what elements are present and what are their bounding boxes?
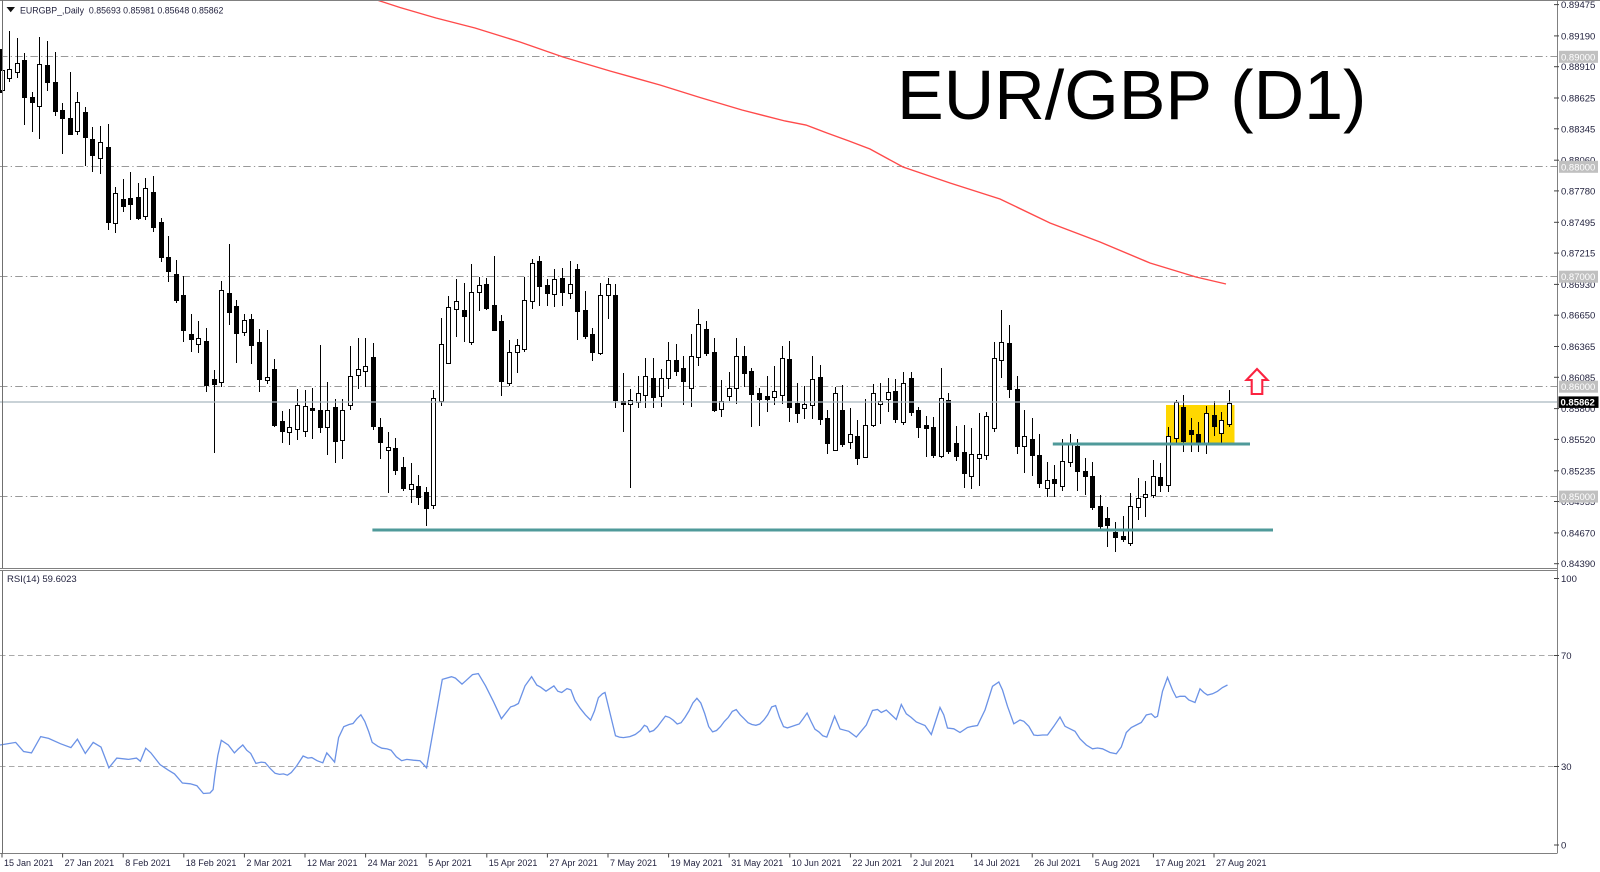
svg-text:17 Aug 2021: 17 Aug 2021 — [1155, 858, 1206, 868]
svg-text:100: 100 — [1561, 574, 1577, 585]
svg-text:0.88625: 0.88625 — [1561, 94, 1595, 105]
svg-text:0.84670: 0.84670 — [1561, 528, 1595, 539]
svg-text:22 Jun 2021: 22 Jun 2021 — [852, 858, 902, 868]
svg-text:31 May 2021: 31 May 2021 — [731, 858, 783, 868]
svg-text:10 Jun 2021: 10 Jun 2021 — [792, 858, 842, 868]
svg-text:0.86365: 0.86365 — [1561, 342, 1595, 353]
svg-text:5 Apr 2021: 5 Apr 2021 — [428, 858, 472, 868]
svg-text:0.88000: 0.88000 — [1561, 162, 1595, 173]
svg-text:0.85862: 0.85862 — [1561, 398, 1595, 409]
svg-text:EUR/GBP (D1): EUR/GBP (D1) — [897, 56, 1366, 134]
svg-text:0.85235: 0.85235 — [1561, 466, 1595, 477]
svg-text:0.87000: 0.87000 — [1561, 272, 1595, 283]
svg-text:5 Aug 2021: 5 Aug 2021 — [1095, 858, 1141, 868]
svg-text:0.86085: 0.86085 — [1561, 373, 1595, 384]
svg-text:EURGBP_,Daily 0.85693 0.85981: EURGBP_,Daily 0.85693 0.85981 0.85648 0.… — [20, 6, 224, 16]
svg-text:0.86000: 0.86000 — [1561, 382, 1595, 393]
svg-text:0.85000: 0.85000 — [1561, 492, 1595, 503]
svg-text:0.89475: 0.89475 — [1561, 0, 1595, 11]
svg-text:27 Apr 2021: 27 Apr 2021 — [549, 858, 598, 868]
svg-text:12 Mar 2021: 12 Mar 2021 — [307, 858, 358, 868]
svg-text:0.86930: 0.86930 — [1561, 280, 1595, 291]
svg-text:18 Feb 2021: 18 Feb 2021 — [186, 858, 237, 868]
svg-text:15 Jan 2021: 15 Jan 2021 — [4, 858, 54, 868]
svg-text:0.89190: 0.89190 — [1561, 31, 1595, 42]
svg-text:15 Apr 2021: 15 Apr 2021 — [489, 858, 538, 868]
svg-text:0.87780: 0.87780 — [1561, 186, 1595, 197]
svg-text:70: 70 — [1561, 651, 1572, 662]
svg-text:0: 0 — [1561, 841, 1566, 852]
svg-text:0.85520: 0.85520 — [1561, 435, 1595, 446]
svg-text:0.87215: 0.87215 — [1561, 249, 1595, 260]
svg-text:27 Jan 2021: 27 Jan 2021 — [65, 858, 115, 868]
svg-text:0.84390: 0.84390 — [1561, 559, 1595, 570]
svg-text:26 Jul 2021: 26 Jul 2021 — [1034, 858, 1081, 868]
svg-text:RSI(14) 59.6023: RSI(14) 59.6023 — [7, 574, 77, 585]
svg-text:2 Mar 2021: 2 Mar 2021 — [246, 858, 292, 868]
svg-text:8 Feb 2021: 8 Feb 2021 — [125, 858, 171, 868]
svg-text:0.86650: 0.86650 — [1561, 311, 1595, 322]
svg-text:0.88345: 0.88345 — [1561, 124, 1595, 135]
svg-text:24 Mar 2021: 24 Mar 2021 — [368, 858, 419, 868]
svg-text:0.85800: 0.85800 — [1561, 404, 1595, 415]
svg-text:0.89000: 0.89000 — [1561, 52, 1595, 63]
svg-text:19 May 2021: 19 May 2021 — [671, 858, 723, 868]
svg-text:7 May 2021: 7 May 2021 — [610, 858, 657, 868]
svg-text:0.88910: 0.88910 — [1561, 62, 1595, 73]
svg-text:0.87495: 0.87495 — [1561, 218, 1595, 229]
svg-text:27 Aug 2021: 27 Aug 2021 — [1216, 858, 1267, 868]
svg-text:2 Jul 2021: 2 Jul 2021 — [913, 858, 955, 868]
svg-text:30: 30 — [1561, 762, 1572, 773]
svg-text:14 Jul 2021: 14 Jul 2021 — [974, 858, 1021, 868]
